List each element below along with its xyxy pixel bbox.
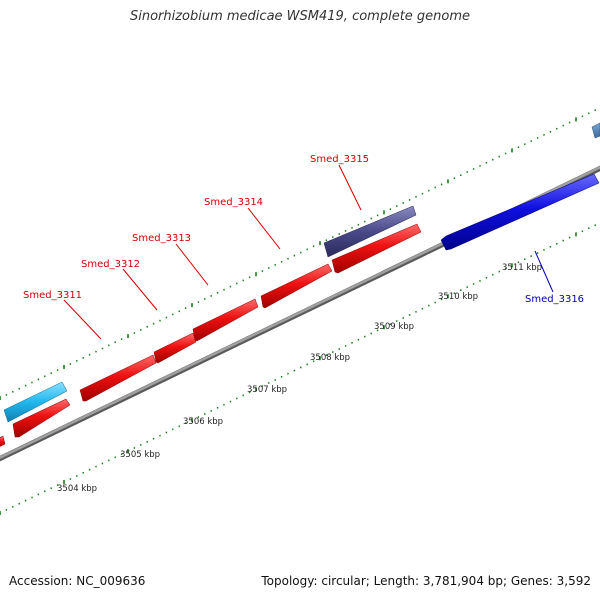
accession-text: Accession: NC_009636: [9, 574, 146, 588]
upper-tick-ruler: [0, 109, 596, 400]
gene-arrow-smed-3315[interactable]: [331, 223, 422, 274]
gene-label-smed-3311[interactable]: Smed_3311: [23, 290, 82, 301]
lower-tick-ruler: [0, 224, 596, 515]
gene-arrow-smed-3311[interactable]: [79, 354, 157, 402]
genome-summary-text: Topology: circular; Length: 3,781,904 bp…: [261, 574, 591, 588]
gene-labels: Smed_3311 Smed_3312 Smed_3313 Smed_3314 …: [23, 154, 584, 305]
tick-labels: 3504 kbp 3505 kbp 3506 kbp 3507 kbp 3508…: [57, 263, 542, 494]
gene-label-smed-3312[interactable]: Smed_3312: [81, 259, 140, 270]
gene-label-smed-3315[interactable]: Smed_3315: [310, 154, 369, 165]
gene-cyan[interactable]: [3, 381, 68, 423]
gene-arrow-smed-3312[interactable]: [153, 332, 197, 364]
tick-label-3507: 3507 kbp: [247, 385, 287, 395]
gene-label-smed-3313[interactable]: Smed_3313: [132, 233, 191, 244]
gene-purple[interactable]: [323, 205, 417, 258]
gene-arrow-smed-3316[interactable]: [440, 173, 600, 251]
tick-label-3508: 3508 kbp: [310, 353, 350, 363]
gene-left-partial[interactable]: [0, 435, 6, 448]
gene-leader-lines: [63, 164, 554, 340]
gene-label-smed-3314[interactable]: Smed_3314: [204, 197, 263, 208]
tick-label-3506: 3506 kbp: [183, 417, 223, 427]
tick-label-3510: 3510 kbp: [438, 292, 478, 302]
gene-steel-partial[interactable]: [591, 122, 600, 139]
gene-arrow-smed-3314[interactable]: [260, 263, 333, 309]
forward-strand-genes: [0, 223, 422, 448]
genome-title: Sinorhizobium medicae WSM419, complete g…: [129, 9, 471, 24]
gene-arrow-smed-3313[interactable]: [192, 298, 259, 342]
gene-arrow-red-1[interactable]: [12, 398, 71, 438]
tick-label-3505: 3505 kbp: [120, 450, 160, 460]
tick-label-3511: 3511 kbp: [502, 263, 542, 273]
gene-label-smed-3316[interactable]: Smed_3316: [525, 294, 584, 305]
tick-label-3504: 3504 kbp: [57, 484, 97, 494]
other-track-genes: [3, 122, 600, 423]
tick-label-3509: 3509 kbp: [374, 322, 414, 332]
reverse-strand-genes: [440, 173, 600, 251]
